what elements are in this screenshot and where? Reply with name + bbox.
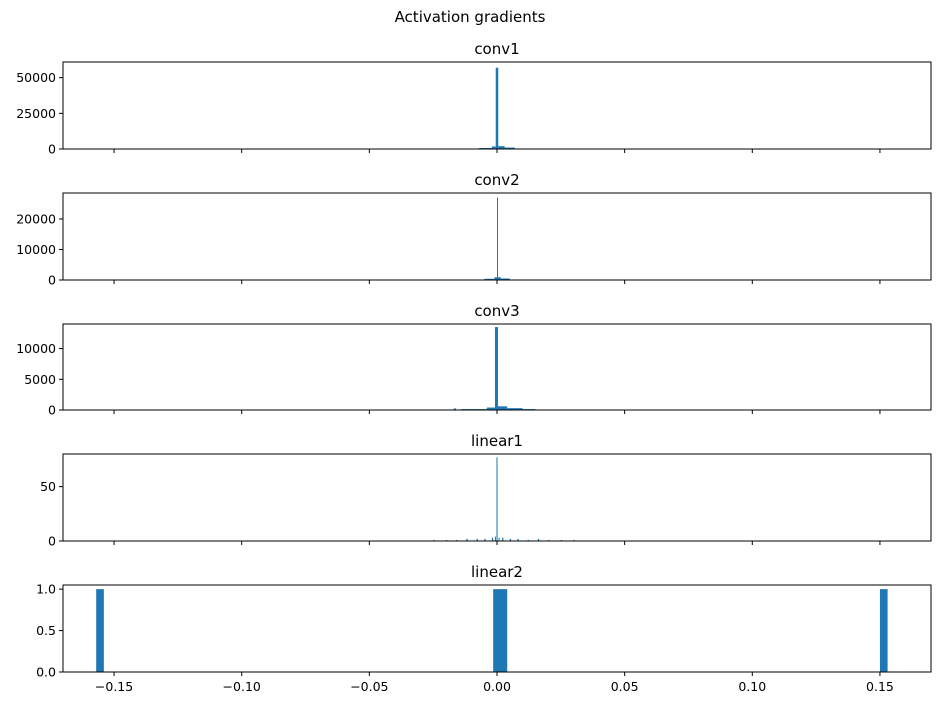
y-tick-label-conv2-2: 20000 <box>16 211 56 226</box>
bar-conv2-0 <box>484 278 495 280</box>
bar-linear1-7 <box>494 536 496 541</box>
bar-linear1-5 <box>484 538 486 541</box>
panel-conv3: conv3 0 5000 10000 <box>16 302 932 418</box>
bar-conv3-4 <box>498 406 508 410</box>
panel-conv1: conv1 0 25000 50000 <box>16 40 932 157</box>
bar-conv3-2 <box>486 407 495 410</box>
y-tick-label-conv2-1: 10000 <box>16 242 56 257</box>
x-tick-label-4: 0.05 <box>611 679 639 694</box>
panel-title-conv2: conv2 <box>474 171 519 189</box>
bar-conv1-2 <box>495 67 499 149</box>
panel-title-conv1: conv1 <box>474 40 519 58</box>
bar-conv3-5 <box>507 408 523 410</box>
panel-title-linear2: linear2 <box>471 563 523 581</box>
y-tick-label-conv2-0: 0 <box>48 273 56 288</box>
figure-title: Activation gradients <box>395 8 546 26</box>
x-tick-label-6: 0.15 <box>866 679 894 694</box>
y-tick-label-conv1-0: 0 <box>48 142 56 157</box>
bar-conv1-1 <box>491 146 496 149</box>
panel-title-conv3: conv3 <box>474 302 519 320</box>
y-tick-label-conv3-1: 5000 <box>24 372 56 387</box>
x-tick-label-1: −0.10 <box>223 679 261 694</box>
bar-linear2-2 <box>879 589 888 672</box>
y-tick-label-linear2-2: 1.0 <box>36 582 56 597</box>
bar-linear1-12 <box>517 538 519 541</box>
x-tick-label-0: −0.15 <box>95 679 133 694</box>
y-tick-label-conv1-1: 25000 <box>16 106 56 121</box>
histogram-panels: conv102500050000conv201000020000conv3050… <box>16 40 932 694</box>
bar-linear1-13 <box>527 539 529 541</box>
bar-conv3-0 <box>453 408 457 410</box>
bar-linear1-11 <box>509 538 512 541</box>
bar-conv1-4 <box>504 147 515 149</box>
bar-linear1-1 <box>445 539 448 541</box>
x-tick-label-5: 0.10 <box>738 679 766 694</box>
y-tick-label-conv3-0: 0 <box>48 403 56 418</box>
bar-linear2-1 <box>493 589 508 672</box>
bar-linear1-0 <box>433 539 435 541</box>
bar-linear1-6 <box>491 537 494 541</box>
bar-conv2-1 <box>494 277 497 280</box>
bar-linear1-2 <box>456 539 458 541</box>
bar-linear2-0 <box>96 589 104 672</box>
bar-linear1-14 <box>537 538 540 541</box>
y-tick-label-linear2-0: 0.0 <box>36 665 56 680</box>
y-tick-label-linear1-0: 0 <box>48 534 56 549</box>
panel-conv2: conv2 0 10000 20000 <box>16 171 932 288</box>
y-tick-label-linear1-1: 50 <box>40 479 56 494</box>
bar-linear1-17 <box>573 539 575 541</box>
bar-linear1-16 <box>560 539 563 541</box>
bar-conv1-3 <box>498 146 505 149</box>
bar-linear1-8 <box>496 457 498 541</box>
panel-linear2: linear2 0.0 0.5 1.0 −0.15 −0.10 −0.05 0.00 0.05 0… <box>36 563 932 694</box>
bar-conv2-3 <box>498 277 501 280</box>
panel-linear1: linear1 0 50 <box>40 432 932 549</box>
bar-conv2-4 <box>500 278 510 280</box>
y-tick-label-conv1-2: 50000 <box>16 70 56 85</box>
bar-conv2-2 <box>497 197 499 280</box>
bar-linear1-10 <box>502 537 504 541</box>
y-tick-label-conv3-2: 10000 <box>16 341 56 356</box>
bar-linear1-15 <box>548 539 550 541</box>
bar-conv3-3 <box>494 327 499 410</box>
bar-linear1-9 <box>498 537 500 541</box>
bar-linear1-3 <box>466 538 468 541</box>
x-tick-label-3: 0.00 <box>483 679 511 694</box>
panel-title-linear1: linear1 <box>471 432 523 450</box>
y-tick-label-linear2-1: 0.5 <box>36 623 56 638</box>
x-tick-label-2: −0.05 <box>350 679 388 694</box>
bar-linear1-4 <box>476 538 478 541</box>
